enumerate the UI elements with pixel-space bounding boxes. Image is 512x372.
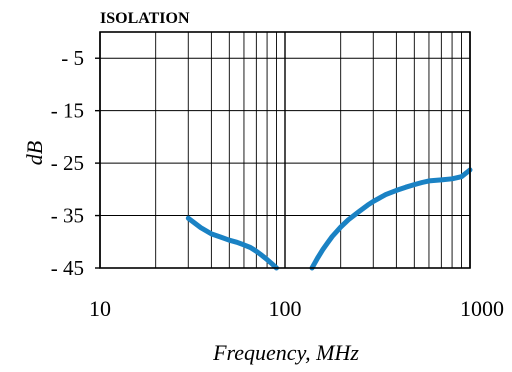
x-tick-label: 10 bbox=[89, 296, 111, 321]
y-tick-label: - 35 bbox=[51, 204, 84, 228]
series-group bbox=[185, 167, 473, 271]
x-axis-label: Frequency, MHz bbox=[212, 340, 359, 365]
y-tick-label: - 45 bbox=[51, 256, 84, 280]
isolation-curve-segment bbox=[185, 215, 279, 271]
chart-title: ISOLATION bbox=[100, 10, 190, 27]
isolation-curve-segment bbox=[309, 167, 473, 271]
y-tick-labels: - 5 - 15 - 25 - 35 - 45 bbox=[51, 46, 84, 280]
x-tick-label: 100 bbox=[269, 296, 302, 321]
x-tick-labels: 10 100 1000 bbox=[89, 296, 504, 321]
y-tick-label: - 5 bbox=[61, 46, 84, 70]
x-tick-label: 1000 bbox=[460, 296, 504, 321]
y-tick-label: - 25 bbox=[51, 151, 84, 175]
plot-frame bbox=[99, 31, 471, 269]
y-axis-label: dB bbox=[22, 141, 47, 165]
y-tick-label: - 15 bbox=[51, 99, 84, 123]
